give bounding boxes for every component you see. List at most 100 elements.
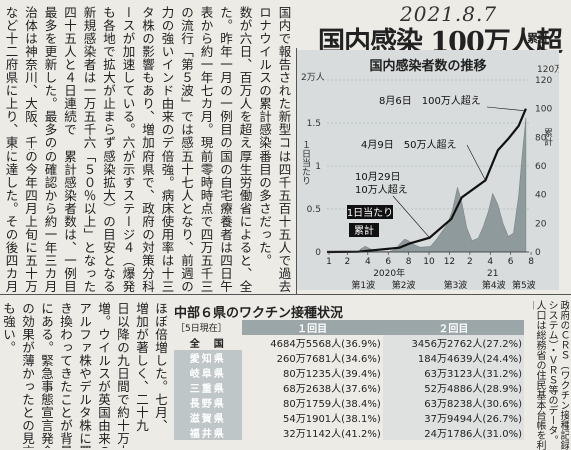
month-label: 4 [365,257,371,267]
vaccine-table: ［5日現在］ １回目 ２回目 全 国 4684万5568人(36.9%) 3456万… [174,320,524,440]
date-stamp: 2021.8.7 [400,2,498,26]
month-label: 8 [406,257,412,267]
article-column: 新規感染者は一万五千六百 [81,6,97,150]
article-column: も強い。 [1,302,16,354]
vaccine-row: 長野県 80万1759人(38.4%) 63万8238人(30.6%) [174,395,524,410]
month-label: 1 [326,257,332,267]
article-column: 治体は神奈川、大阪、千葉 [23,6,38,150]
wave-label: 第2波 [392,279,416,290]
first-dose-cell: 54万1901人(38.1%) [241,410,383,425]
annotation-500k: 4月9日 50万人超え [361,138,456,151]
chart-title: 国内感染者数の推移 [369,58,486,74]
first-dose-cell: 68万2638人(37.6%) [241,380,383,395]
article-column: 表から約一年七カ月。現在 [198,6,214,150]
article-column: の今年四月上旬に五十万人 [23,150,38,292]
chart-background [297,50,559,290]
prefecture-cell: 全 国 [174,335,242,350]
article-column: の確認から約一年三カ月後 [42,150,58,292]
article-column: の効果が薄かったとの見方 [20,302,35,448]
prefecture-cell: 岐阜県 [174,365,242,380]
wave-label: 第5波 [512,279,536,290]
article-column: 「５０％以上」となった。 [81,150,97,292]
article-column: に達した。その後四カ月で [3,150,19,292]
wave-label: 第3波 [444,279,468,290]
first-dose-cell: 260万7681人(34.6%) [241,350,383,365]
article-column: 累計感染者数は、一例目 [62,150,77,292]
article-column: 力の強いインド由来のデル [159,6,175,150]
article-column: 感染拡大）の目安となる [101,150,116,292]
right-axis-label: 累計 [542,128,553,147]
legend-cumulative: 累計 [354,224,374,237]
second-dose-cell: 63万8238人(30.6%) [382,395,524,410]
article-column: ースが加速している。六日 [120,6,136,150]
right-tick-label: 120 [535,76,552,86]
month-label: 2 [345,257,351,267]
month-label: 2 [467,257,473,267]
left-tick-label: 1 [315,162,321,172]
article-column: は四千五百十五人で過去二 [276,150,292,292]
first-dose-cell: 32万1142人(41.2%) [241,425,383,440]
vaccine-row: 愛知県 260万7681人(34.6%) 184万4639人(24.4%) [174,350,524,365]
article-column: の流行「第５波」では感染 [179,6,194,150]
left-tick-label: 0 [315,248,321,258]
prefecture-cell: 愛知県 [174,350,242,365]
article-column: 増。ウイルスが英国由来の [96,302,111,448]
year-label: 21 [487,269,498,279]
annotation-leader [466,144,486,181]
second-dose-cell: 3456万2762人(27.2%) [382,335,524,350]
chart-svg: 国内感染者数の推移2万人120万人１日当たり累計1.510.5012010080… [297,50,571,291]
vaccine-row: 三重県 68万2638人(37.6%) 52万4886人(28.9%) [174,380,524,395]
vaccine-table-title: 中部６県のワクチン接種状況 [174,306,344,321]
month-label: 4 [487,257,493,267]
month-label: 6 [385,257,391,267]
left-tick-label: 1.5 [307,119,321,129]
second-dose-cell: 63万3123人(31.2%) [382,365,524,380]
article-column: 数が六日、百万人を超え [237,6,253,149]
wave-label: 第4波 [482,279,506,290]
month-label: 8 [528,257,534,267]
cumulative-line [326,108,527,254]
right-tick-label: 100 [535,105,552,115]
right-tick-label: 40 [535,191,547,201]
col-first-dose: １回目 [241,320,383,335]
section-divider [0,294,571,295]
article-column: アルファ株やデルタ株に置 [77,302,92,448]
second-dose-cell: 52万4886人(28.9%) [382,380,524,395]
first-dose-cell: 4684万5568人(36.9%) [241,335,383,350]
article-column: にある。緊急事態宣言発令 [39,302,54,448]
annotation-100k: 10万人超え [355,183,408,196]
left-axis-unit: 2万人 [301,72,325,83]
article-column: 前零時時点で四万五千三百 [198,150,214,292]
article-column: 国内で報告された新型コ [276,6,292,149]
article-column: ほぼ倍増した。七月、 [153,302,168,432]
right-tick-label: 20 [535,219,547,229]
article-column: 国の自宅療養者は四日午 [218,150,233,292]
article-column: き換わってきたことが背景 [58,302,73,448]
article-column: 日以降の九日間で約十万人 [115,302,130,448]
article-column: タ株の影響もあり、増加ペ [140,6,155,150]
prefecture-cell: 長野県 [174,395,242,410]
right-axis-unit: 120万人 [537,64,559,75]
col-second-dose: ２回目 [382,320,524,335]
article-column: ロナウイルスの累計感染者 [257,6,272,150]
article-column: も各地で拡大が止まらず、 [101,6,116,150]
vaccine-table-header: ［5日現在］ １回目 ２回目 [174,320,524,335]
article-column: が示すステージ４（爆発的 [120,150,136,292]
infection-chart: 国内感染者数の推移2万人120万人１日当たり累計1.510.5012010080… [297,50,571,291]
month-label: 6 [508,257,514,267]
data-source-note: 政府のＣＲＳ（ワクチン接種記録システム）・ＶＲＳ等のデータ。人口は総務省の住民基… [534,300,569,450]
legend-daily: 1日当たり [347,206,393,219]
month-label: 12 [444,257,455,267]
article-column: など十二府県に上り、東京 [3,6,19,150]
prefecture-cell: 三重県 [174,380,242,395]
vaccine-row: 福井県 32万1142人(41.2%) 24万1786人(31.0%) [174,425,524,440]
annotation-leader [392,195,430,238]
annotation-100k-date: 10月29日 [355,171,400,183]
right-tick-label: 0 [535,248,541,258]
annotation-1m: 8月6日 100万人超え [379,94,481,107]
left-axis-label: １日当たり [300,140,311,185]
article-column: 最多を更新した。最多の自 [42,6,58,150]
wave-label: 第1波 [351,279,375,290]
left-tick-label: 0.5 [307,205,321,215]
as-of-label: ［5日現在］ [174,320,242,335]
